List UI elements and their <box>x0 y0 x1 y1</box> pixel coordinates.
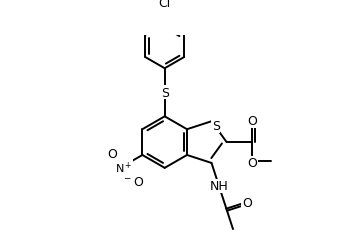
Text: O: O <box>107 147 117 160</box>
Text: Cl: Cl <box>159 0 171 10</box>
Text: O: O <box>247 115 257 128</box>
Text: NH: NH <box>210 180 228 193</box>
Text: $^-$O: $^-$O <box>122 175 145 188</box>
Text: S: S <box>212 119 220 133</box>
Text: O: O <box>242 196 252 209</box>
Text: O: O <box>247 156 257 170</box>
Text: N$^+$: N$^+$ <box>114 160 132 175</box>
Text: S: S <box>161 86 169 99</box>
